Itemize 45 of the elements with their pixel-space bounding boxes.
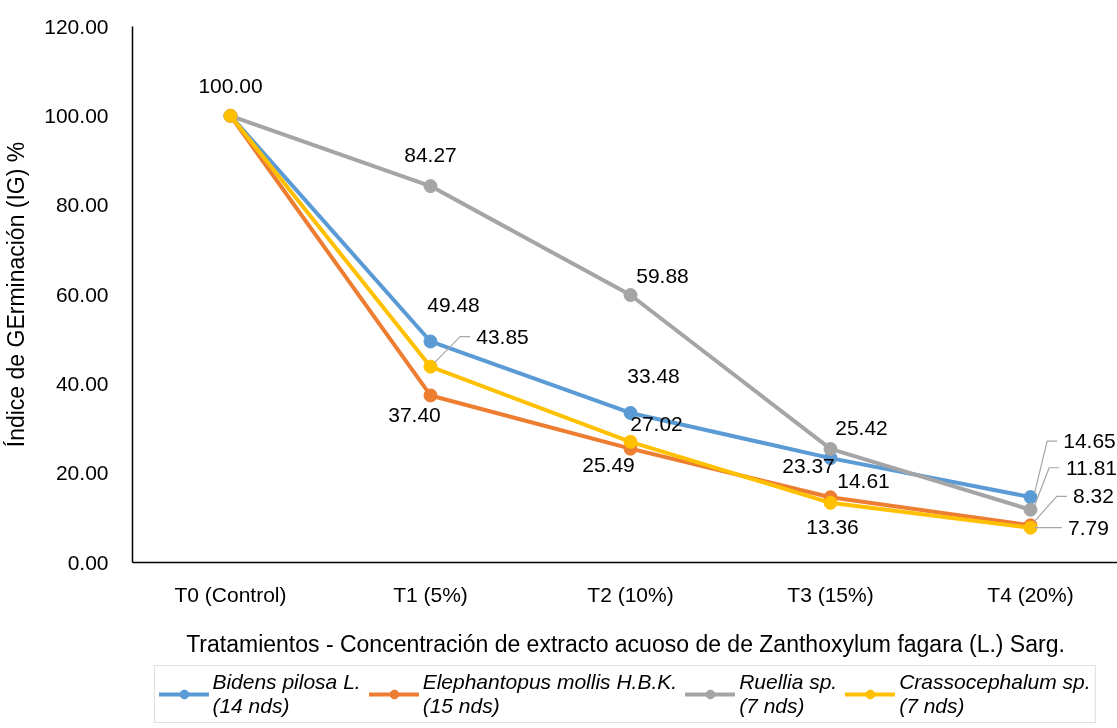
y-tick-label: 120.00 [44,14,109,38]
point [623,288,638,303]
data-label: 27.02 [630,411,683,435]
x-tick-label: T4 (20%) [987,582,1074,606]
x-axis-title: Tratamientos - Concentración de extracto acuoso de de Zanthoxylum fagara (L.) Sarg. [186,630,1065,657]
y-tick-label: 40.00 [55,371,109,395]
data-label: 7.79 [1068,515,1109,539]
data-label: 84.27 [404,143,457,167]
data-label: 59.88 [636,264,689,288]
x-tick-label: T3 (15%) [787,582,874,606]
x-tick-label: T1 (5%) [393,582,468,606]
legend-label: Bidens pilosa L. (14 nds) [212,670,361,718]
data-label: 49.48 [427,293,480,317]
point [823,495,838,510]
point [423,359,438,374]
data-label: 37.40 [388,403,441,427]
y-axis-title: Índice de GErminación (IG) % [3,141,30,448]
data-label: 25.42 [835,415,888,439]
point [423,179,438,194]
x-tick-label: T0 (Control) [174,582,287,606]
data-label: 14.65 [1063,429,1116,453]
point [1023,490,1038,505]
data-label: 14.61 [837,469,890,493]
point [1023,502,1038,517]
point [423,388,438,403]
y-tick-label: 60.00 [55,282,109,306]
data-label: 33.48 [627,363,680,387]
data-label: 23.37 [782,454,835,478]
legend-label: Crassocephalum sp. (7 nds) [899,670,1091,718]
point [823,441,838,456]
legend-label: Elephantopus mollis H.B.K. (15 nds) [422,670,678,718]
data-label: 13.36 [806,514,859,538]
y-tick-label: 0.00 [67,550,109,574]
point [423,334,438,349]
x-tick-label: T2 (10%) [587,582,674,606]
data-label: 25.49 [582,452,635,476]
y-tick-label: 20.00 [55,461,109,485]
data-label: 100.00 [198,73,263,97]
y-tick-label: 80.00 [55,193,109,217]
data-label: 43.85 [476,324,529,348]
legend-label: Ruellia sp. (7 nds) [739,670,838,718]
y-tick-label: 100.00 [44,103,109,127]
data-label: 11.81 [1066,455,1117,479]
point [623,434,638,449]
data-label: 8.32 [1073,484,1114,508]
